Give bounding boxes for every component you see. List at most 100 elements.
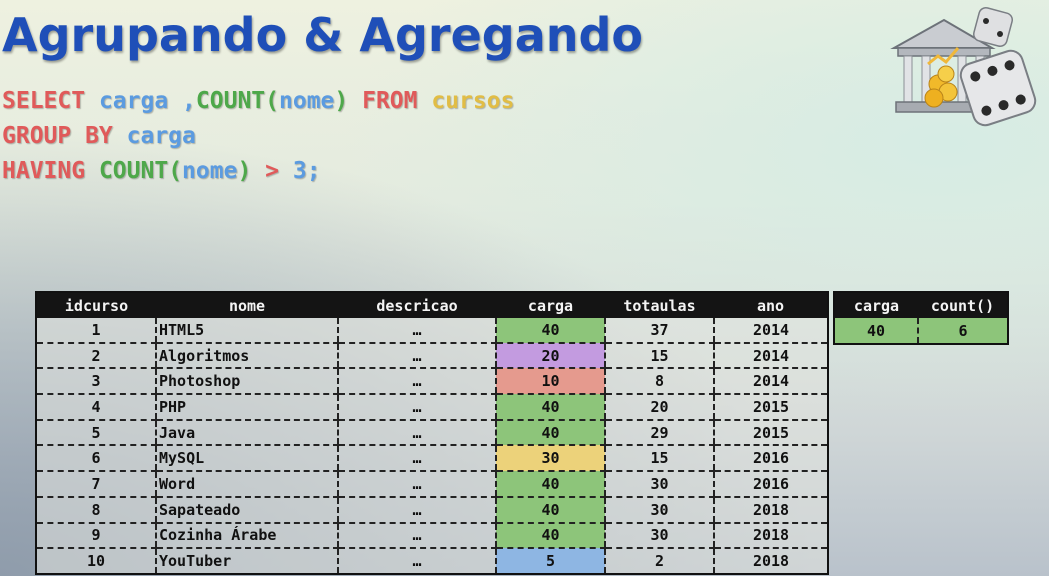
cell-totaulas: 29: [604, 419, 714, 447]
table-row: 5 Java … 40 29 2015: [36, 419, 828, 447]
sql-paren: ): [237, 158, 252, 184]
sql-table: cursos: [431, 88, 515, 114]
table-header-row: idcurso nome descricao carga totaulas an…: [36, 292, 828, 318]
cell-idcurso: 1: [36, 318, 156, 344]
cell-carga: 40: [495, 496, 605, 524]
bank-and-dice-icon: [890, 7, 1037, 127]
cell-descricao: …: [337, 394, 496, 421]
cell-nome: Algoritmos: [155, 342, 338, 370]
cell-descricao: …: [337, 445, 496, 473]
cell-idcurso: 5: [36, 419, 156, 447]
cell-ano: 2014: [713, 368, 828, 396]
column-header-ano: ano: [714, 292, 828, 318]
sql-operator: >: [265, 158, 280, 184]
sql-arg: nome: [182, 158, 238, 184]
cell-totaulas: 20: [604, 394, 714, 421]
cell-totaulas: 30: [604, 496, 714, 524]
cell-carga: 40: [495, 471, 605, 498]
column-header-totaulas: totaulas: [605, 292, 714, 318]
cell-idcurso: 10: [36, 548, 156, 574]
cell-ano: 2015: [713, 419, 828, 447]
column-header-nome: nome: [156, 292, 338, 318]
sql-keyword-select: SELECT: [2, 88, 86, 114]
cell-descricao: …: [337, 548, 496, 574]
cell-totaulas: 2: [604, 548, 714, 574]
cell-nome: MySQL: [155, 445, 338, 473]
cell-ano: 2016: [713, 471, 828, 498]
sql-query: SELECT carga ,COUNT(nome) FROM cursos GR…: [2, 84, 514, 189]
cursos-table: idcurso nome descricao carga totaulas an…: [35, 291, 829, 575]
cell-totaulas: 15: [604, 342, 714, 370]
cell-descricao: …: [337, 522, 496, 550]
cell-nome: Java: [155, 419, 338, 447]
cell-descricao: …: [337, 342, 496, 370]
cell-ano: 2016: [713, 445, 828, 473]
cell-ano: 2014: [713, 318, 828, 344]
cell-descricao: …: [337, 318, 496, 344]
cell-carga: 40: [495, 419, 605, 447]
table-row: 4 PHP … 40 20 2015: [36, 394, 828, 421]
sql-keyword-from: FROM: [362, 88, 418, 114]
cell-ano: 2015: [713, 394, 828, 421]
cell-carga: 40: [495, 394, 605, 421]
cell-carga: 40: [495, 318, 605, 344]
cell-carga: 5: [495, 548, 605, 574]
cell-nome: Cozinha Árabe: [155, 522, 338, 550]
cell-totaulas: 15: [604, 445, 714, 473]
sql-keyword-having: HAVING: [2, 158, 86, 184]
cell-idcurso: 9: [36, 522, 156, 550]
cell-idcurso: 3: [36, 368, 156, 396]
result-cell-carga: 40: [834, 318, 918, 344]
result-header-carga: carga: [834, 292, 918, 318]
sql-line-3: HAVING COUNT(nome) > 3;: [2, 154, 514, 189]
column-header-idcurso: idcurso: [36, 292, 156, 318]
table-row: 3 Photoshop … 10 8 2014: [36, 368, 828, 396]
cell-idcurso: 7: [36, 471, 156, 498]
cell-carga: 30: [495, 445, 605, 473]
cell-ano: 2018: [713, 548, 828, 574]
cell-totaulas: 37: [604, 318, 714, 344]
cell-nome: PHP: [155, 394, 338, 421]
cell-nome: Photoshop: [155, 368, 338, 396]
table-row: 9 Cozinha Árabe … 40 30 2018: [36, 522, 828, 550]
sql-keyword-group-by: GROUP BY: [2, 123, 113, 149]
table-row: 10 YouTuber … 5 2 2018: [36, 548, 828, 574]
sql-line-2: GROUP BY carga: [2, 119, 514, 154]
column-header-carga: carga: [496, 292, 605, 318]
cell-carga: 10: [495, 368, 605, 396]
sql-column: carga: [98, 88, 169, 114]
cell-nome: HTML5: [155, 318, 338, 344]
result-row: 40 6: [834, 318, 1008, 344]
sql-paren: ): [334, 88, 349, 114]
result-cell-count: 6: [917, 318, 1008, 344]
result-header-row: carga count(): [834, 292, 1008, 318]
cell-idcurso: 6: [36, 445, 156, 473]
table-row: 2 Algoritmos … 20 15 2014: [36, 342, 828, 370]
cell-carga: 20: [495, 342, 605, 370]
cell-nome: Sapateado: [155, 496, 338, 524]
sql-function-count: COUNT(: [98, 158, 183, 184]
cell-idcurso: 8: [36, 496, 156, 524]
cell-ano: 2014: [713, 342, 828, 370]
table-row: 7 Word … 40 30 2016: [36, 471, 828, 498]
cell-descricao: …: [337, 496, 496, 524]
cell-ano: 2018: [713, 522, 828, 550]
result-table: carga count() 40 6: [833, 291, 1009, 345]
table-row: 8 Sapateado … 40 30 2018: [36, 496, 828, 524]
sql-column: carga: [126, 123, 196, 149]
cell-totaulas: 30: [604, 522, 714, 550]
cell-nome: Word: [155, 471, 338, 498]
cell-totaulas: 30: [604, 471, 714, 498]
cell-carga: 40: [495, 522, 605, 550]
cell-nome: YouTuber: [155, 548, 338, 574]
sql-comma: ,: [168, 88, 196, 114]
cell-descricao: …: [337, 419, 496, 447]
result-header-count: count(): [918, 292, 1008, 318]
cell-descricao: …: [337, 471, 496, 498]
cell-descricao: …: [337, 368, 496, 396]
table-row: 6 MySQL … 30 15 2016: [36, 445, 828, 473]
page-title: Agrupando & Agregando: [2, 8, 644, 62]
sql-arg: nome: [279, 88, 335, 114]
cell-idcurso: 4: [36, 394, 156, 421]
cell-totaulas: 8: [604, 368, 714, 396]
